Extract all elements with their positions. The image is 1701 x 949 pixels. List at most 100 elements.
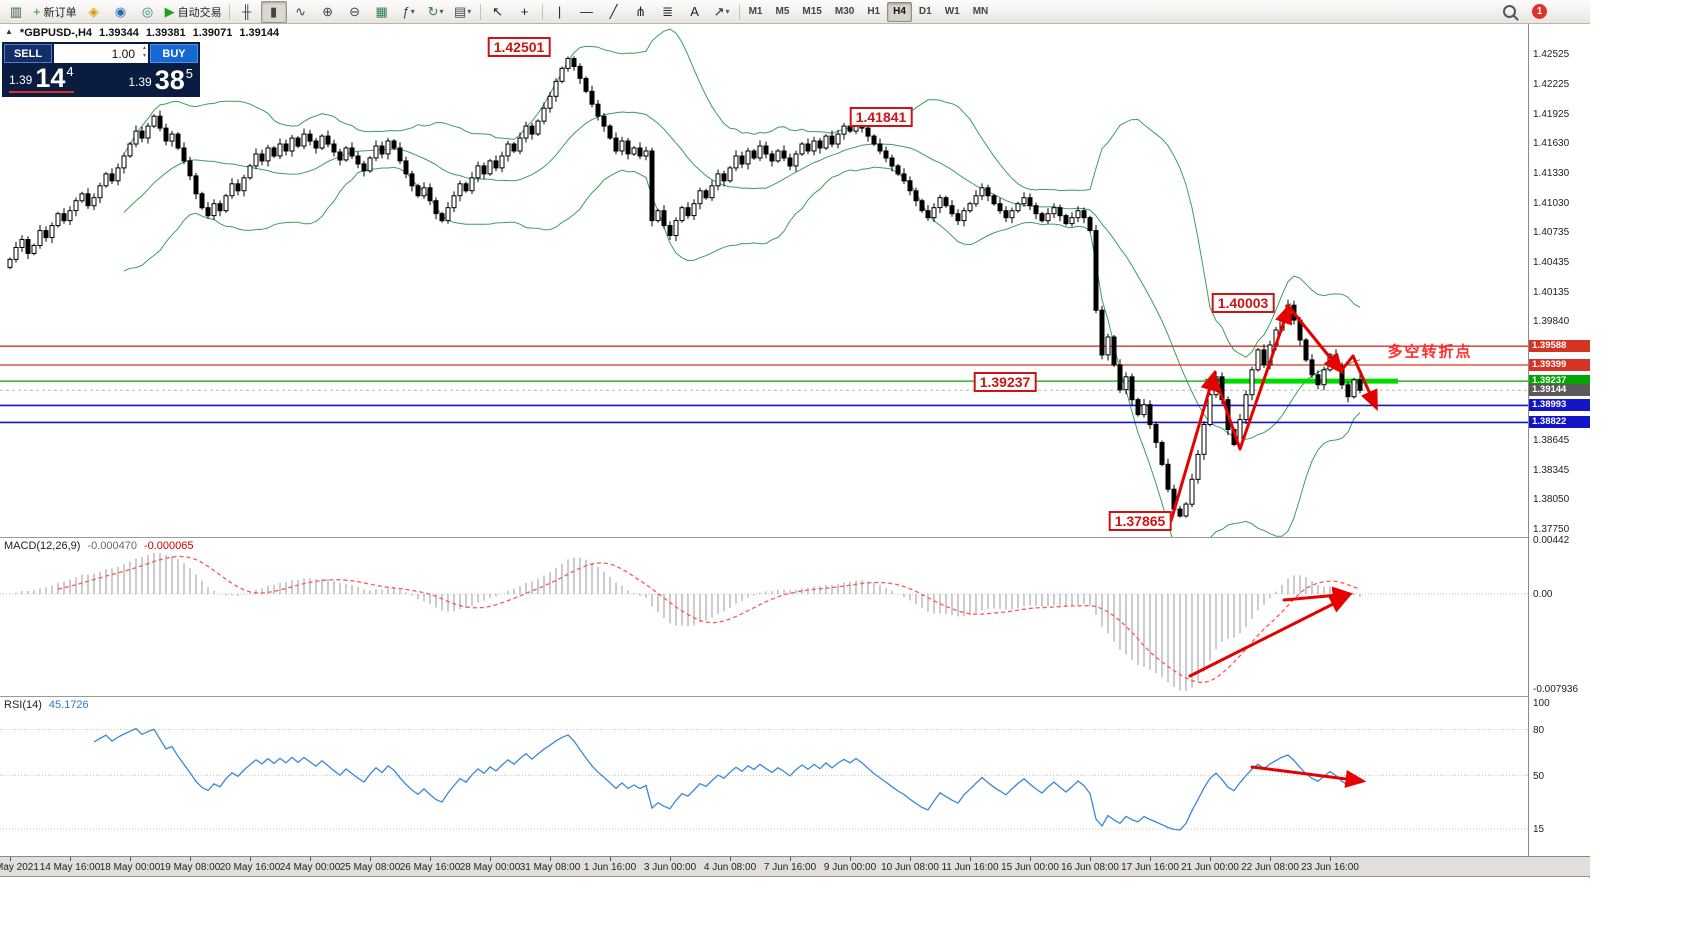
chart-canvas[interactable] xyxy=(0,0,1590,878)
price-callout-1.42501[interactable]: 1.42501 xyxy=(487,37,551,57)
buy-price-button[interactable]: 1.39 38 5 xyxy=(128,64,193,94)
sell-button[interactable]: SELL xyxy=(4,44,52,63)
new-order-button[interactable]: + 新订单 xyxy=(30,1,80,23)
timeframe-m15-button[interactable]: M15 xyxy=(802,6,822,17)
time-axis-label: 11 Jun 16:00 xyxy=(941,862,999,873)
price-callout-1.37865[interactable]: 1.37865 xyxy=(1108,511,1172,531)
crosshair-icon: + xyxy=(520,4,529,19)
trend-arrows-main[interactable] xyxy=(1169,302,1378,523)
volume-up-icon[interactable]: ▴ xyxy=(142,45,146,51)
macd-axis-label: 0.00 xyxy=(1533,589,1553,600)
price-axis-tick: 1.42225 xyxy=(1533,78,1570,90)
indicators-icon: ƒ xyxy=(402,4,410,19)
timeframe-mn-button[interactable]: MN xyxy=(972,6,989,17)
sell-price-button[interactable]: 1.39 14 4 xyxy=(9,64,74,93)
volume-down-icon[interactable]: ▾ xyxy=(142,53,146,59)
volume-input[interactable]: 1.00 ▴ ▾ xyxy=(54,44,148,63)
andrews-pitchfork-button[interactable]: ⋔ xyxy=(628,1,654,23)
text-button[interactable]: A xyxy=(682,1,708,23)
price-callout-1.40003[interactable]: 1.40003 xyxy=(1211,293,1275,313)
zoom-in-icon: ⊕ xyxy=(322,4,334,19)
indicators-dropdown-icon[interactable]: ▾ xyxy=(410,7,415,16)
navigator-button[interactable]: ◎ xyxy=(135,1,161,23)
one-click-panel-toggle-icon[interactable]: ▲ xyxy=(5,27,13,36)
autotrading-button[interactable]: ▶ 自动交易 xyxy=(162,1,225,23)
autotrading-icon: ▶ xyxy=(164,4,175,19)
time-axis-label: 1 Jun 16:00 xyxy=(583,862,637,873)
chart-bars-button[interactable]: ╫ xyxy=(234,1,260,23)
rsi-line xyxy=(93,727,1361,831)
timeframe-w1-button[interactable]: W1 xyxy=(944,6,960,17)
time-axis-label: 31 May 08:00 xyxy=(519,862,581,873)
vertical-line-button[interactable]: | xyxy=(547,1,573,23)
cycles-button[interactable]: ↻ ▾ xyxy=(423,1,449,23)
horizontal-line-icon: — xyxy=(580,4,594,19)
price-axis-tick: 1.37750 xyxy=(1533,524,1570,535)
zoom-out-button[interactable]: ⊖ xyxy=(342,1,368,23)
templates-dropdown-icon[interactable]: ▾ xyxy=(467,7,472,16)
macd-signal-value: -0.000065 xyxy=(143,540,194,552)
price-callout-1.41841[interactable]: 1.41841 xyxy=(849,107,913,127)
time-axis-label: 9 Jun 00:00 xyxy=(823,862,877,873)
arrows-dropdown-icon[interactable]: ▾ xyxy=(725,7,730,16)
chart-high-value: 1.39381 xyxy=(145,27,186,39)
vertical-line-icon: | xyxy=(557,4,562,19)
candles-layer xyxy=(7,56,1363,518)
arrows-button[interactable]: ↗ ▾ xyxy=(709,1,735,23)
price-tag-1.39237: 1.39237 xyxy=(1529,375,1590,388)
time-axis-tick xyxy=(1270,857,1271,861)
tile-windows-button[interactable]: ▦ xyxy=(369,1,395,23)
price-axis-tick: 1.41925 xyxy=(1533,108,1570,120)
timeframe-m5-button[interactable]: M5 xyxy=(775,6,790,17)
toolbar-separator xyxy=(479,3,481,20)
time-axis-label: 4 Jun 08:00 xyxy=(703,862,757,873)
timeframe-h1-button[interactable]: H1 xyxy=(867,6,881,17)
time-axis-label: 24 May 00:00 xyxy=(279,862,341,873)
cycles-dropdown-icon[interactable]: ▾ xyxy=(439,7,444,16)
timeframe-h4-button[interactable]: H4 xyxy=(887,1,912,22)
price-axis[interactable]: 1.42525 1.42225 1.41925 1.41630 1.41330 1.410… xyxy=(1528,24,1590,857)
crosshair-button[interactable]: + xyxy=(512,1,538,23)
templates-button[interactable]: ▤ ▾ xyxy=(450,1,476,23)
indicators-button[interactable]: ƒ ▾ xyxy=(396,1,422,23)
profiles-button[interactable]: ◈ xyxy=(81,1,107,23)
cursor-button[interactable]: ↖ xyxy=(485,1,511,23)
trendline-button[interactable]: ╱ xyxy=(601,1,627,23)
volume-value: 1.00 xyxy=(111,46,135,61)
price-axis-tick: 1.40735 xyxy=(1533,227,1570,239)
market-watch-button[interactable]: ◉ xyxy=(108,1,134,23)
macd-axis-label: -0.007936 xyxy=(1533,683,1579,695)
horizontal-lines[interactable] xyxy=(0,345,1528,424)
rsi-name: RSI(14) xyxy=(4,699,42,711)
time-axis-label: 23 Jun 16:00 xyxy=(1301,862,1359,873)
price-callout-1.39237[interactable]: 1.39237 xyxy=(973,372,1037,392)
search-icon[interactable] xyxy=(1503,5,1516,18)
price-tag-1.38993: 1.38993 xyxy=(1529,399,1590,412)
price-axis-tick: 1.40435 xyxy=(1533,256,1570,268)
time-axis-tick xyxy=(130,857,131,861)
main-toolbar: ▥ + 新订单 ◈ ◉ ◎ ▶ 自动交易 ╫ ▮ ∿ ⊕ ⊖ ▦ ƒ ▾ ↻ ▾ ▤ ▾ ↖ + | — ╱ ⋔ ≣ A ↗ ▾ M1 M5… xyxy=(0,0,1590,24)
bull-bear-turning-point-note[interactable]: 多空转折点 xyxy=(1387,343,1473,361)
time-axis-label: 10 Jun 08:00 xyxy=(881,862,939,873)
time-axis-label: 28 May 00:00 xyxy=(459,862,521,873)
volume-stepper[interactable]: ▴ ▾ xyxy=(143,44,146,60)
zoom-in-button[interactable]: ⊕ xyxy=(315,1,341,23)
timeframe-d1-button[interactable]: D1 xyxy=(918,6,932,17)
chart-line-button[interactable]: ∿ xyxy=(288,1,314,23)
chart-low-value: 1.39071 xyxy=(192,27,233,39)
time-axis-label: 25 May 08:00 xyxy=(339,862,401,873)
time-axis-label: 19 May 08:00 xyxy=(159,862,221,873)
buy-button[interactable]: BUY xyxy=(150,44,198,63)
timeframe-m1-button[interactable]: M1 xyxy=(748,6,763,17)
chart-candles-button[interactable]: ▮ xyxy=(260,0,287,23)
new-chart-button[interactable]: ▥ xyxy=(3,1,29,23)
time-axis-tick xyxy=(670,857,671,861)
timeframe-m30-button[interactable]: M30 xyxy=(834,6,855,17)
fibonacci-button[interactable]: ≣ xyxy=(655,1,681,23)
chart-line-icon: ∿ xyxy=(295,4,307,19)
notification-badge[interactable]: 1 xyxy=(1532,4,1547,19)
horizontal-line-button[interactable]: — xyxy=(574,1,600,23)
time-axis-tick xyxy=(850,857,851,861)
